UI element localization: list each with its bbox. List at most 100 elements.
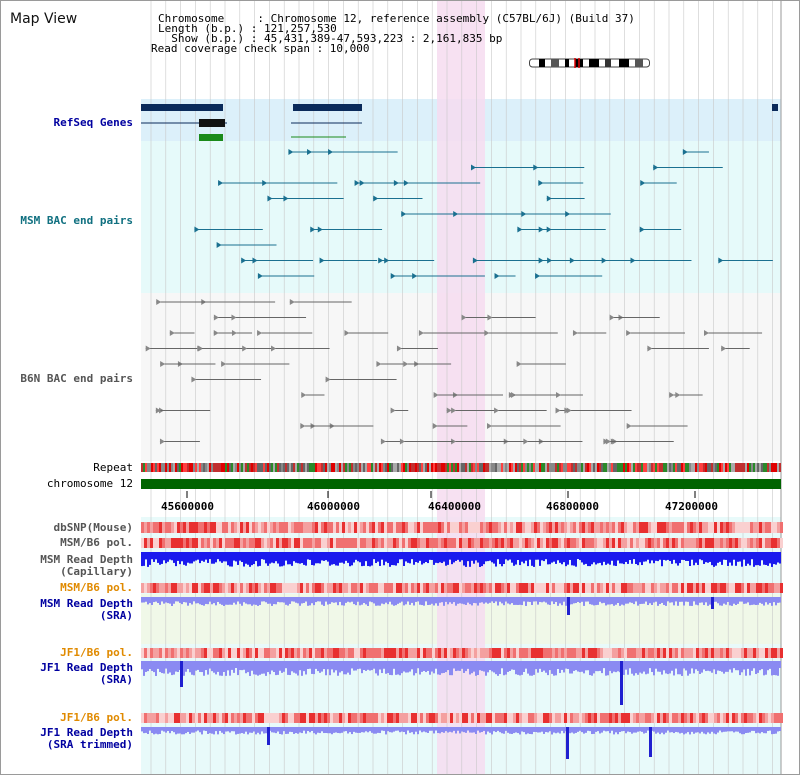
read-depth-bar [479,727,481,733]
read-depth-bar [413,727,415,735]
repeat-mark [509,463,511,472]
polymorphism-mark [555,713,558,723]
polymorphism-mark [348,713,351,723]
track-label-jf1-b6-pol-2[interactable]: JF1/B6 pol. [60,711,133,724]
read-depth-bar [387,727,389,732]
read-depth-bar [729,552,731,563]
polymorphism-mark [717,522,720,533]
polymorphism-mark [525,538,528,548]
track-label-jf1-depth-sra[interactable]: JF1 Read Depth [40,661,133,674]
polymorphism-mark [648,583,651,593]
repeat-mark [147,463,149,472]
read-depth-bar [143,552,145,566]
read-depth-bar [147,661,149,672]
chromosome-ideogram[interactable] [529,53,652,70]
polymorphism-mark [204,522,207,533]
polymorphism-mark [141,583,144,593]
polymorphism-mark [690,538,693,548]
read-depth-bar [747,661,749,669]
polymorphism-mark [495,713,498,723]
polymorphism-mark [306,713,309,723]
read-depth-bar [493,552,495,564]
polymorphism-mark [528,713,531,723]
repeat-mark [713,463,715,472]
polymorphism-mark [300,538,303,548]
polymorphism-mark [252,648,255,658]
track-label-msm-bac[interactable]: MSM BAC end pairs [20,214,133,227]
read-depth-bar [357,727,359,733]
polymorphism-mark [561,583,564,593]
polymorphism-mark [246,538,249,548]
track-label-msm-depth-sra[interactable]: MSM Read Depth [40,597,133,610]
read-depth-bar [395,552,397,566]
read-depth-bar [525,661,527,669]
repeat-mark [587,463,589,472]
read-depth-bar [721,727,723,733]
polymorphism-mark [696,648,699,658]
read-depth-bar [709,597,711,605]
repeat-mark [413,463,415,472]
read-depth-bar [313,552,315,566]
polymorphism-mark [192,538,195,548]
read-depth-bar [595,597,597,606]
polymorphism-mark [570,522,573,533]
polymorphism-mark [492,713,495,723]
read-depth-bar [175,552,177,567]
read-depth-bar [705,727,707,735]
polymorphism-mark [246,648,249,658]
polymorphism-mark [351,648,354,658]
read-depth-bar [741,597,743,602]
read-depth-bar [761,552,763,561]
polymorphism-mark [759,522,762,533]
read-depth-bar [693,597,695,602]
read-depth-bar [313,661,315,675]
read-depth-bar [733,661,735,669]
track-label-msm-b6-pol-1[interactable]: MSM/B6 pol. [60,536,133,549]
repeat-mark [539,463,541,472]
repeat-mark [277,463,279,472]
read-depth-bar [415,597,417,602]
read-depth-bar [557,727,559,733]
repeat-mark [367,463,369,472]
polymorphism-mark [663,538,666,548]
read-depth-bar [629,552,631,561]
track-label-msm-b6-pol-2[interactable]: MSM/B6 pol. [60,581,133,594]
track-label-msm-depth-capillary[interactable]: MSM Read Depth [40,553,133,566]
polymorphism-mark [288,522,291,533]
track-label-dbsnp[interactable]: dbSNP(Mouse) [53,521,133,534]
read-depth-bar [517,597,519,605]
track-label-jf1-depth-trimmed-sub: (SRA trimmed) [46,738,133,751]
read-depth-bar [465,552,467,567]
polymorphism-mark [354,713,357,723]
polymorphism-mark [228,538,231,548]
repeat-mark [487,463,489,472]
read-depth-bar [363,597,365,603]
read-depth-bar [289,661,291,676]
track-label-refseq-genes[interactable]: RefSeq Genes [53,116,133,129]
polymorphism-mark [396,522,399,533]
read-depth-bar [317,552,319,564]
read-depth-bar [143,597,145,603]
polymorphism-mark [540,538,543,548]
track-label-b6n-bac[interactable]: B6N BAC end pairs [20,372,133,385]
repeat-mark [709,463,711,472]
read-depth-bar [455,661,457,672]
read-depth-bar [539,597,541,602]
repeat-mark [343,463,345,472]
polymorphism-mark [450,648,453,658]
repeat-mark [483,463,485,472]
read-depth-bar [165,727,167,733]
track-label-chromosome[interactable]: chromosome 12 [46,477,133,490]
read-depth-bar [251,597,253,606]
polymorphism-mark [237,522,240,533]
repeat-mark [293,463,295,472]
read-depth-bar [637,727,639,732]
repeat-mark [195,463,197,472]
track-label-repeat[interactable]: Repeat [93,461,133,474]
polymorphism-mark [477,522,480,533]
read-depth-bar [401,727,403,732]
track-label-jf1-b6-pol-1[interactable]: JF1/B6 pol. [60,646,133,659]
track-label-jf1-depth-trimmed[interactable]: JF1 Read Depth [40,726,133,739]
read-depth-bar [511,661,513,670]
